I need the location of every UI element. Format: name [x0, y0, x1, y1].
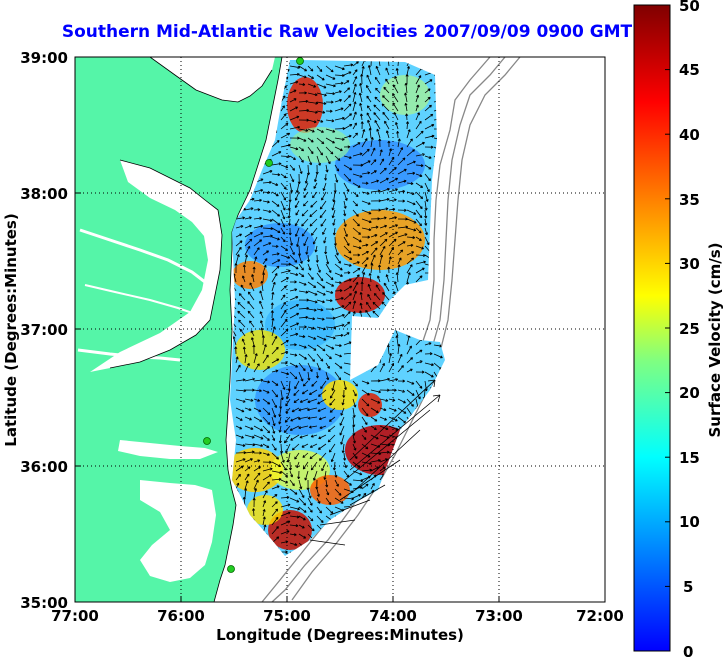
y-tick-label: 38:00	[20, 185, 68, 203]
x-tick-label: 77:00	[51, 607, 99, 625]
colorbar-tick-label: 10	[679, 513, 700, 531]
colorbar-tick-label: 15	[679, 449, 700, 467]
colorbar-tick-label: 40	[679, 126, 700, 144]
offshore-vectors	[309, 379, 441, 546]
james-river	[77, 348, 181, 362]
x-tick-label: 74:00	[369, 607, 417, 625]
station-marker	[227, 565, 235, 573]
albemarle-sound	[118, 440, 218, 459]
x-tick-label: 72:00	[576, 607, 624, 625]
colorbar-tick-label: 45	[679, 61, 700, 79]
map-plot-area	[75, 57, 605, 602]
colorbar-ticks	[665, 4, 670, 587]
chesapeake-bay	[90, 160, 222, 372]
y-tick-label: 36:00	[20, 458, 68, 476]
colorbar-tick-label: 25	[679, 320, 700, 338]
x-tick-label: 73:00	[475, 607, 523, 625]
delaware-bay	[150, 57, 275, 102]
colorbar-tick-label: 0	[683, 643, 693, 659]
colorbar-label: Surface Velocity (cm/s)	[706, 242, 724, 437]
radar-stations	[203, 57, 304, 573]
station-marker	[296, 57, 304, 65]
pamlico-sound	[140, 480, 216, 582]
colorbar-tick-label: 20	[679, 384, 700, 402]
coastline-detail	[109, 57, 283, 602]
colorbar: 50 45 40 35 30 25 20 15 10 5 0 Surface V…	[633, 0, 724, 659]
y-tick-label: 37:00	[20, 321, 68, 339]
colorbar-tick-label: 30	[679, 255, 700, 273]
potomac-river	[79, 228, 206, 284]
tick-marks	[74, 56, 606, 603]
rappahannock-river	[84, 284, 199, 316]
x-tick-label: 75:00	[263, 607, 311, 625]
map-title: Southern Mid-Atlantic Raw Velocities 200…	[61, 22, 633, 42]
colorbar-tick-label: 5	[683, 578, 693, 596]
colorbar-tick-label: 35	[679, 191, 700, 209]
colorbar-tick-label: 50	[679, 0, 700, 15]
colorbar-tick-labels: 50 45 40 35 30 25 20 15 10 5 0	[679, 0, 700, 659]
station-marker	[203, 437, 211, 445]
grid-lines	[75, 57, 605, 602]
y-tick-label: 39:00	[20, 49, 68, 67]
y-tick-label: 35:00	[20, 594, 68, 612]
station-marker	[265, 159, 273, 167]
x-axis-label: Longitude (Degrees:Minutes)	[216, 626, 464, 644]
colorbar-gradient	[633, 4, 671, 652]
y-tick-labels: 39:00 38:00 37:00 36:00 35:00	[20, 49, 68, 612]
x-tick-label: 76:00	[157, 607, 205, 625]
y-axis-label: Latitude (Degrees:Minutes)	[2, 213, 20, 446]
x-tick-labels: 77:00 76:00 75:00 74:00 73:00 72:00	[51, 607, 624, 625]
